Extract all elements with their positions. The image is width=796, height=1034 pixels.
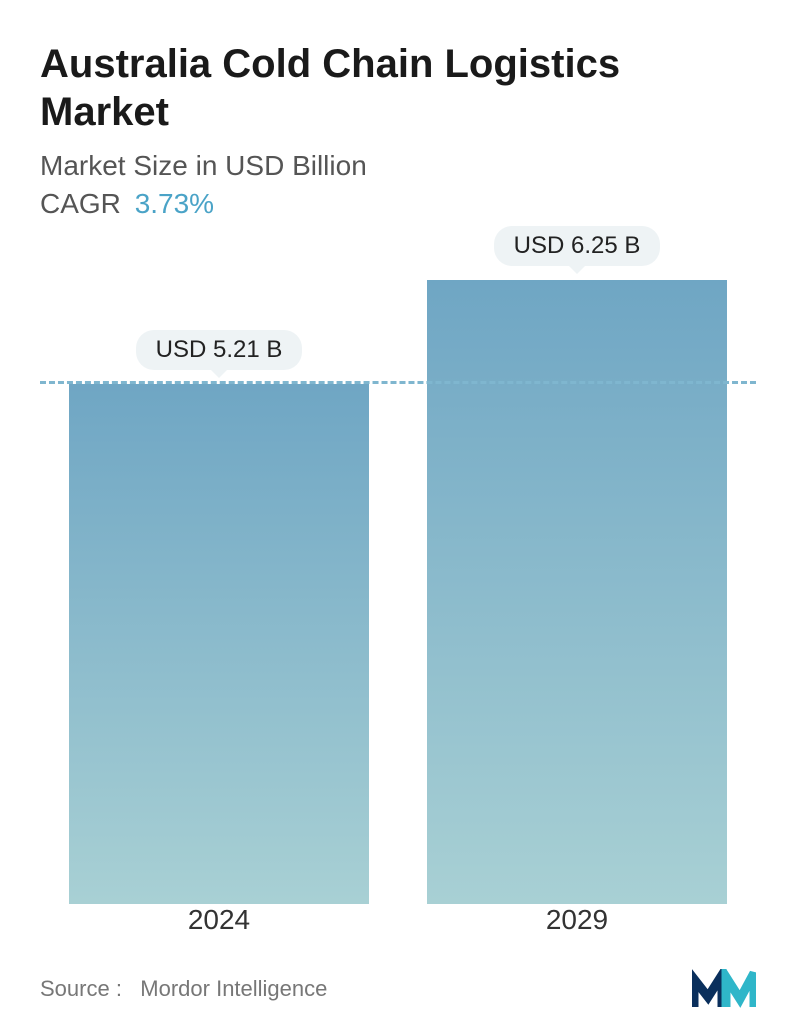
x-label: 2024 <box>69 904 370 936</box>
value-badge: USD 6.25 B <box>494 226 661 266</box>
value-badge: USD 5.21 B <box>136 330 303 370</box>
bars-wrap: USD 5.21 B USD 6.25 B <box>40 280 756 904</box>
footer: Source : Mordor Intelligence <box>40 964 756 1014</box>
cagr-row: CAGR 3.73% <box>40 188 756 220</box>
cagr-label: CAGR <box>40 188 121 219</box>
source-text: Source : Mordor Intelligence <box>40 976 327 1002</box>
bar-slot: USD 5.21 B <box>69 280 370 904</box>
source-name: Mordor Intelligence <box>140 976 327 1001</box>
source-prefix: Source : <box>40 976 122 1001</box>
cagr-value: 3.73% <box>135 188 214 219</box>
chart-title: Australia Cold Chain Logistics Market <box>40 40 756 136</box>
mordor-logo-icon <box>692 969 756 1009</box>
reference-line <box>40 381 756 384</box>
chart-container: Australia Cold Chain Logistics Market Ma… <box>0 0 796 1034</box>
chart-subtitle: Market Size in USD Billion <box>40 150 756 182</box>
chart-area: USD 5.21 B USD 6.25 B 2024 2029 <box>40 280 756 954</box>
x-label: 2029 <box>427 904 728 936</box>
bar-slot: USD 6.25 B <box>427 280 728 904</box>
x-axis: 2024 2029 <box>40 904 756 954</box>
bar <box>69 384 370 904</box>
bar <box>427 280 728 904</box>
